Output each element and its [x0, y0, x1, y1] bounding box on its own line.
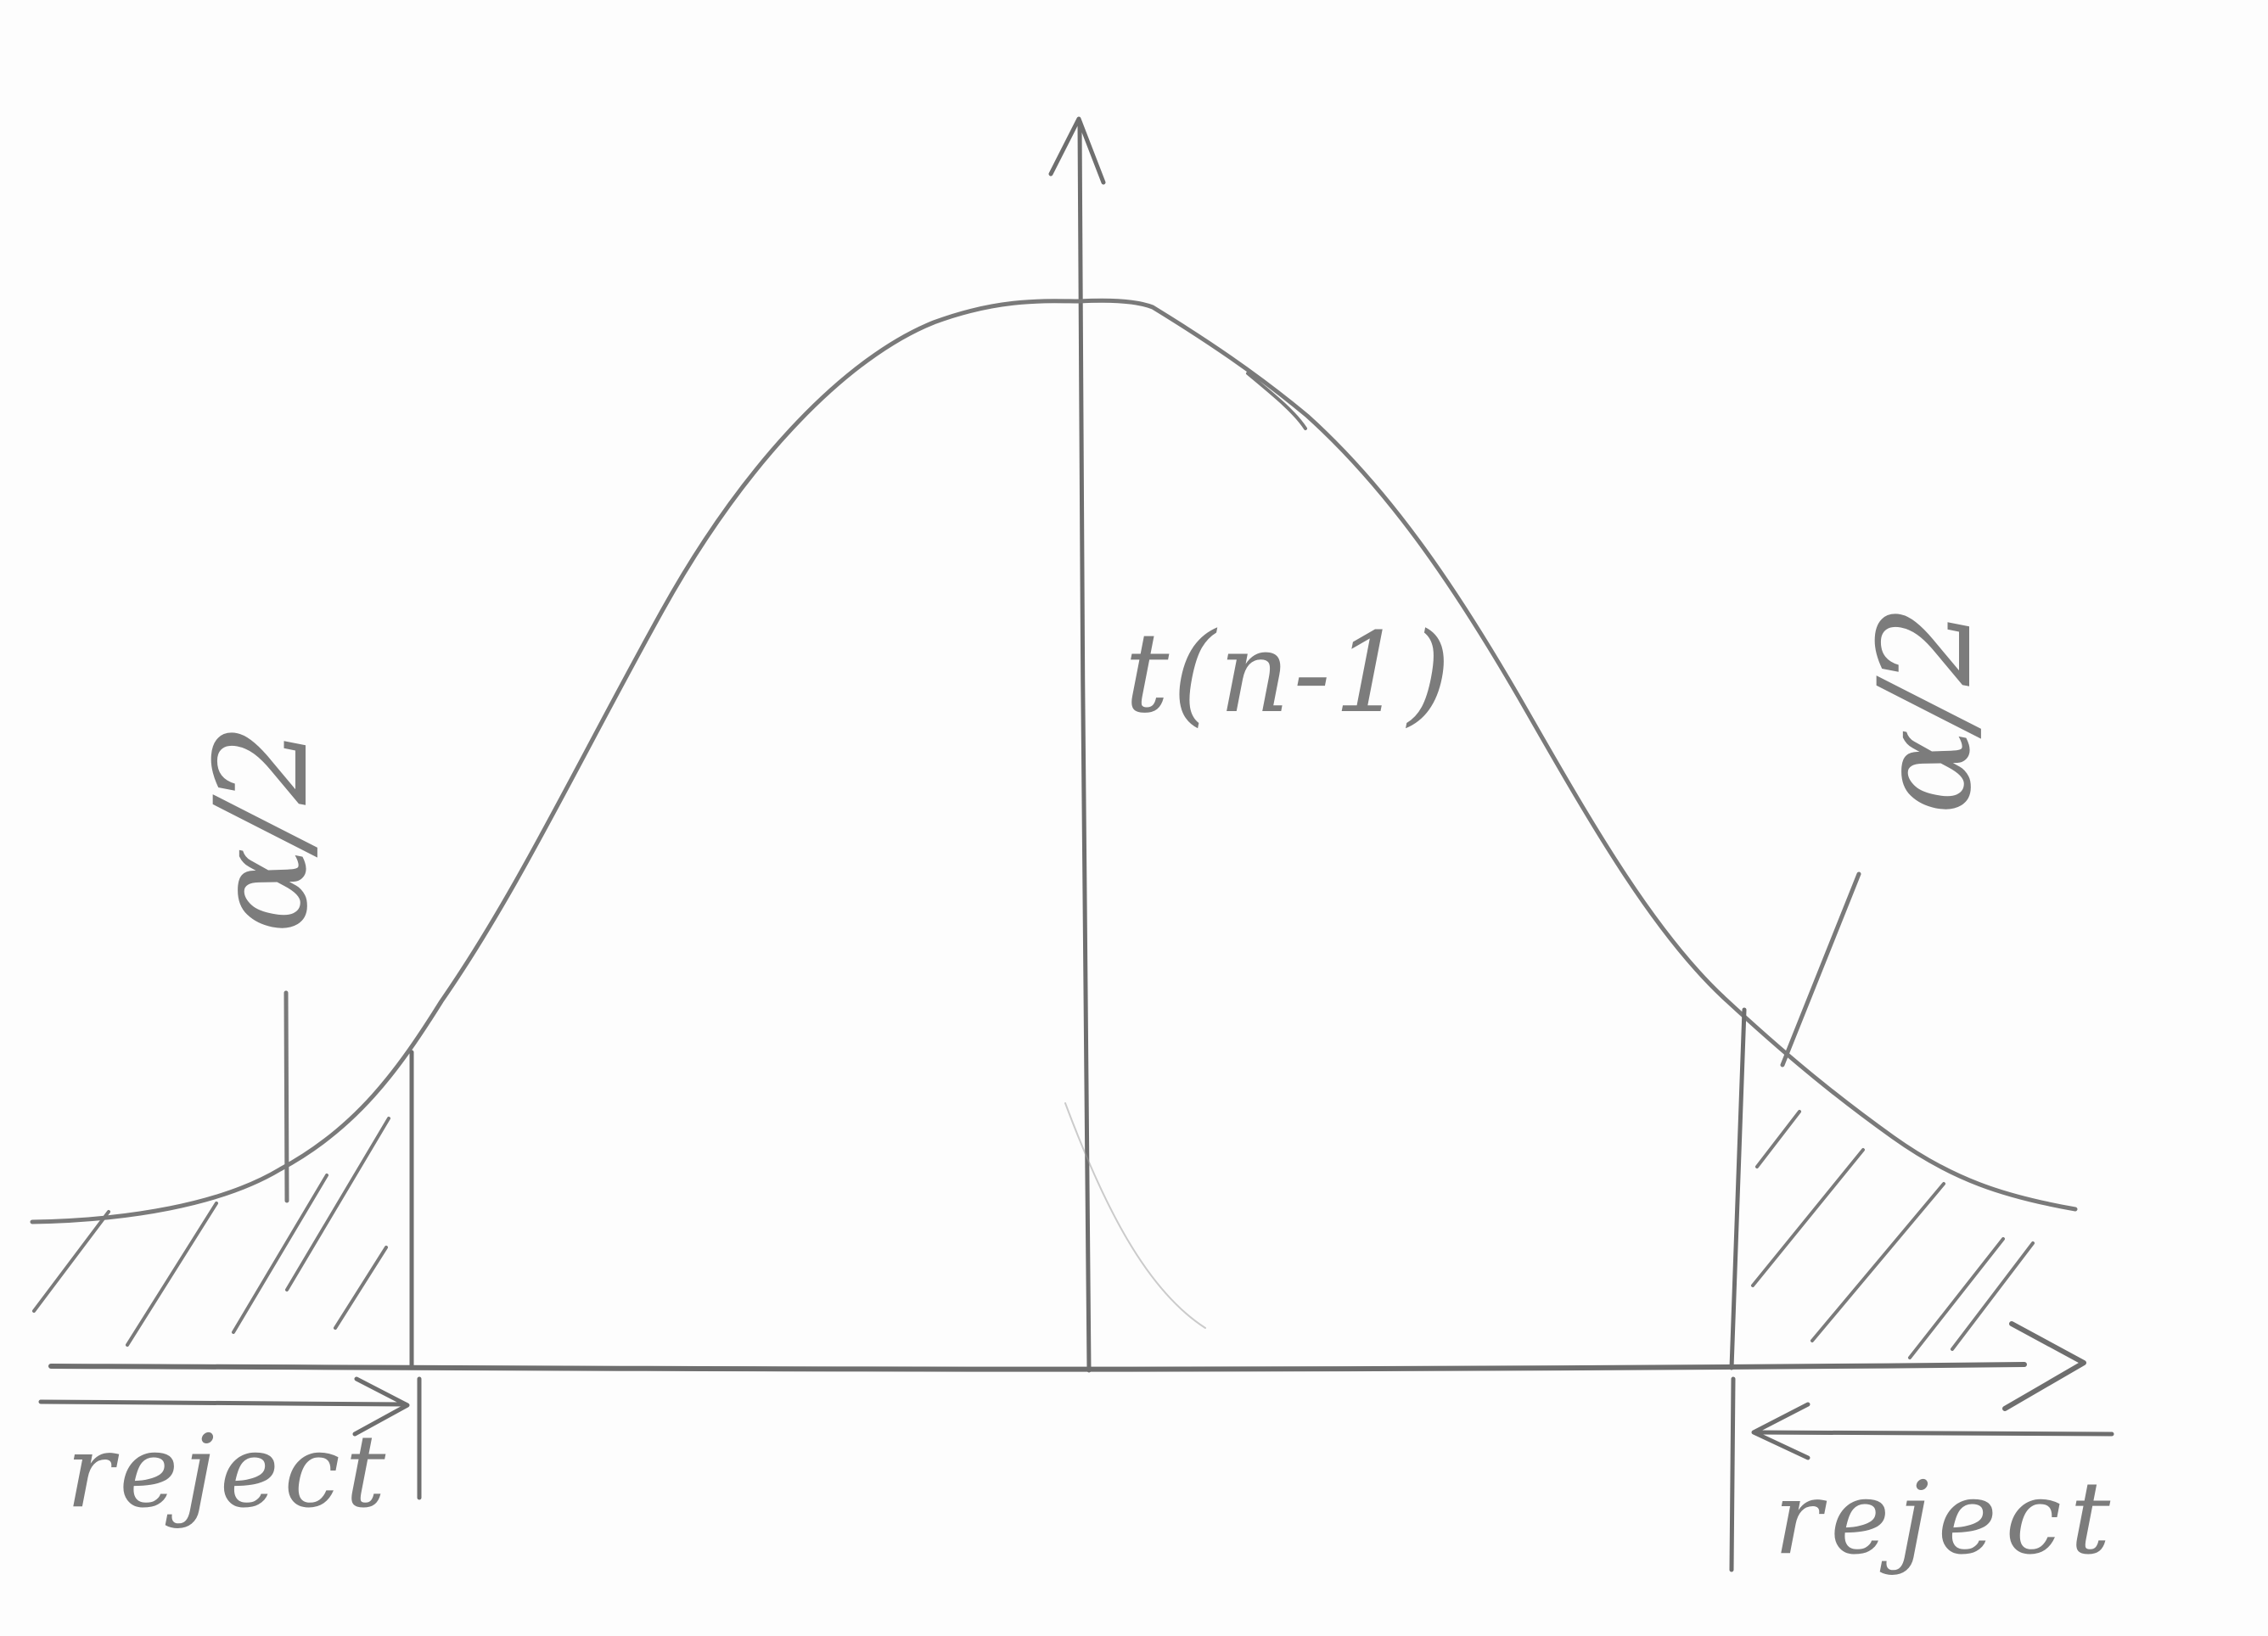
left-area-leader	[284, 990, 289, 1203]
left-alpha-half-label: α/2	[188, 724, 336, 933]
right-alpha-half-label: α/2	[1852, 605, 2000, 815]
right-reject-arrowhead	[1751, 1402, 1810, 1460]
right-reject-arrow	[1753, 1430, 2114, 1437]
right-area-leader	[1780, 871, 1861, 1067]
right-critical-line	[1729, 1007, 1747, 1370]
right-reject-label: reject	[1774, 1460, 2119, 1577]
left-reject-arrow	[38, 1399, 408, 1407]
x-axis-arrowhead	[2002, 1321, 2086, 1411]
left-reject-label: reject	[66, 1413, 390, 1530]
density-curve	[30, 298, 2078, 1224]
curve-overstroke	[1246, 372, 1307, 430]
distribution-label: t(n-1)	[1125, 608, 1454, 737]
y-axis-arrowhead	[1048, 116, 1106, 185]
y-axis-line	[1077, 120, 1092, 1373]
x-axis-line	[48, 1362, 2027, 1372]
left-reject-arrowhead	[352, 1376, 410, 1437]
right-critical-tick	[1729, 1376, 1736, 1572]
left-tail-hatching	[32, 1117, 390, 1347]
stray-pencil-mark	[1064, 1102, 1206, 1329]
right-tail-hatching	[1751, 1110, 2035, 1359]
